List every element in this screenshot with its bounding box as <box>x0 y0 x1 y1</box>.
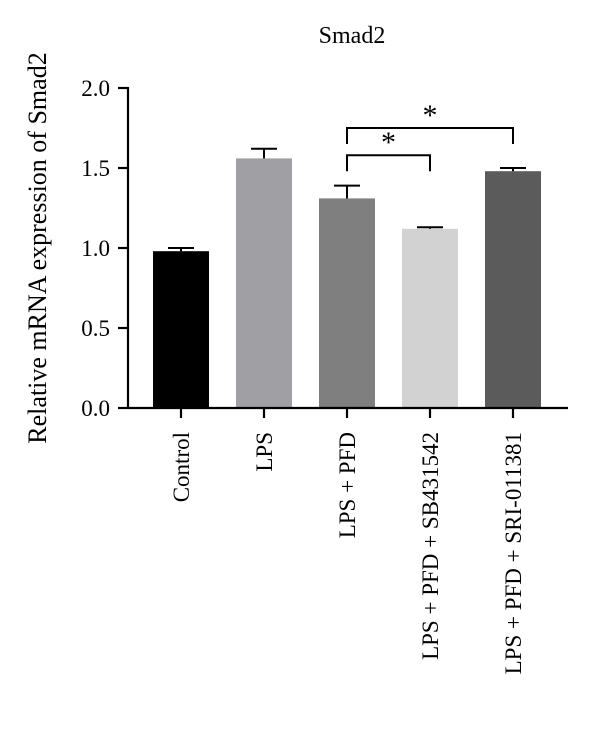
x-tick-label: LPS <box>252 432 277 472</box>
x-tick-label: LPS + PFD + SRI-011381 <box>501 432 526 674</box>
bar <box>319 198 375 408</box>
y-tick-label: 0.5 <box>81 316 110 341</box>
significance-annotations: ** <box>346 99 514 172</box>
y-tick-label: 1.0 <box>81 236 110 261</box>
y-tick-label: 1.5 <box>81 156 110 181</box>
bar <box>402 228 458 408</box>
x-tick-label: Control <box>169 432 194 502</box>
bars <box>153 158 541 408</box>
error-bars <box>168 147 526 252</box>
bar <box>485 171 541 408</box>
significance-star: * <box>381 126 396 159</box>
x-tick-label: LPS + PFD <box>335 432 360 538</box>
x-tick-label: LPS + PFD + SB431542 <box>418 432 443 660</box>
significance-bracket <box>346 154 431 172</box>
significance-bracket <box>346 127 514 144</box>
y-axis: 0.0 0.5 1.0 1.5 2.0 <box>81 76 130 421</box>
bar <box>236 158 292 408</box>
y-tick-label: 2.0 <box>81 76 110 101</box>
bar <box>153 251 209 408</box>
x-axis: Control LPS LPS + PFD LPS + PFD + SB431542 L… <box>128 406 568 674</box>
y-axis-label: Relative mRNA expression of Smad2 <box>23 52 52 443</box>
chart-title: Smad2 <box>319 23 386 49</box>
y-tick-label: 0.0 <box>81 396 110 421</box>
significance-star: * <box>423 99 438 132</box>
